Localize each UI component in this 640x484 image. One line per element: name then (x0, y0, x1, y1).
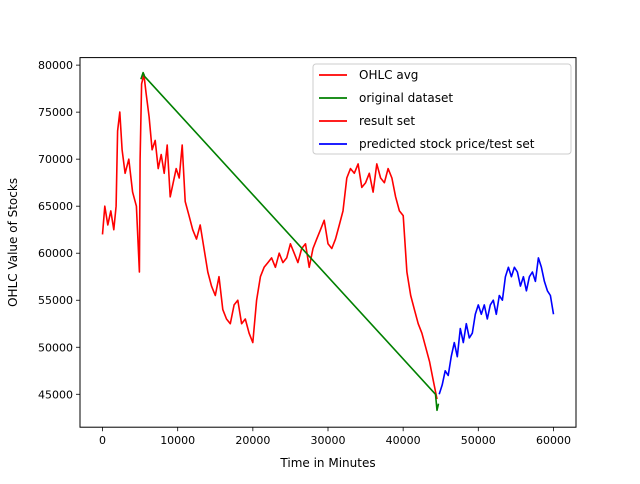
legend-box (312, 63, 572, 155)
x-tick-label: 30000 (311, 434, 346, 447)
y-tick-label: 70000 (38, 153, 73, 166)
series-line-1 (140, 71, 440, 412)
x-tick-label: 60000 (536, 434, 571, 447)
x-axis-label: Time in Minutes (279, 456, 375, 470)
y-tick-label: 50000 (38, 341, 73, 354)
y-axis-label: OHLC Value of Stocks (6, 178, 20, 307)
x-tick-label: 20000 (235, 434, 270, 447)
y-tick-label: 45000 (38, 388, 73, 401)
x-tick-label: 0 (99, 434, 106, 447)
y-tick-label: 55000 (38, 294, 73, 307)
y-tick-label: 80000 (38, 59, 73, 72)
legend-label: predicted stock price/test set (359, 137, 535, 151)
series-layer (101, 71, 555, 412)
x-tick-label: 40000 (386, 434, 421, 447)
y-tick-label: 75000 (38, 106, 73, 119)
x-axis: 0 10000 20000 30000 40000 50000 60000 (99, 427, 571, 447)
x-tick-label: 50000 (461, 434, 496, 447)
legend-label: result set (359, 114, 415, 128)
legend-label: original dataset (359, 91, 453, 105)
x-tick-label: 10000 (160, 434, 195, 447)
y-tick-label: 60000 (38, 247, 73, 260)
legend-label: OHLC avg (359, 68, 418, 82)
legend: OHLC avg original dataset result set predic… (312, 63, 572, 155)
y-axis: 45000 50000 55000 60000 65000 70000 75000 80000 (38, 59, 80, 401)
series-line-3 (438, 257, 555, 395)
series-line-0 (101, 73, 438, 400)
y-tick-label: 65000 (38, 200, 73, 213)
